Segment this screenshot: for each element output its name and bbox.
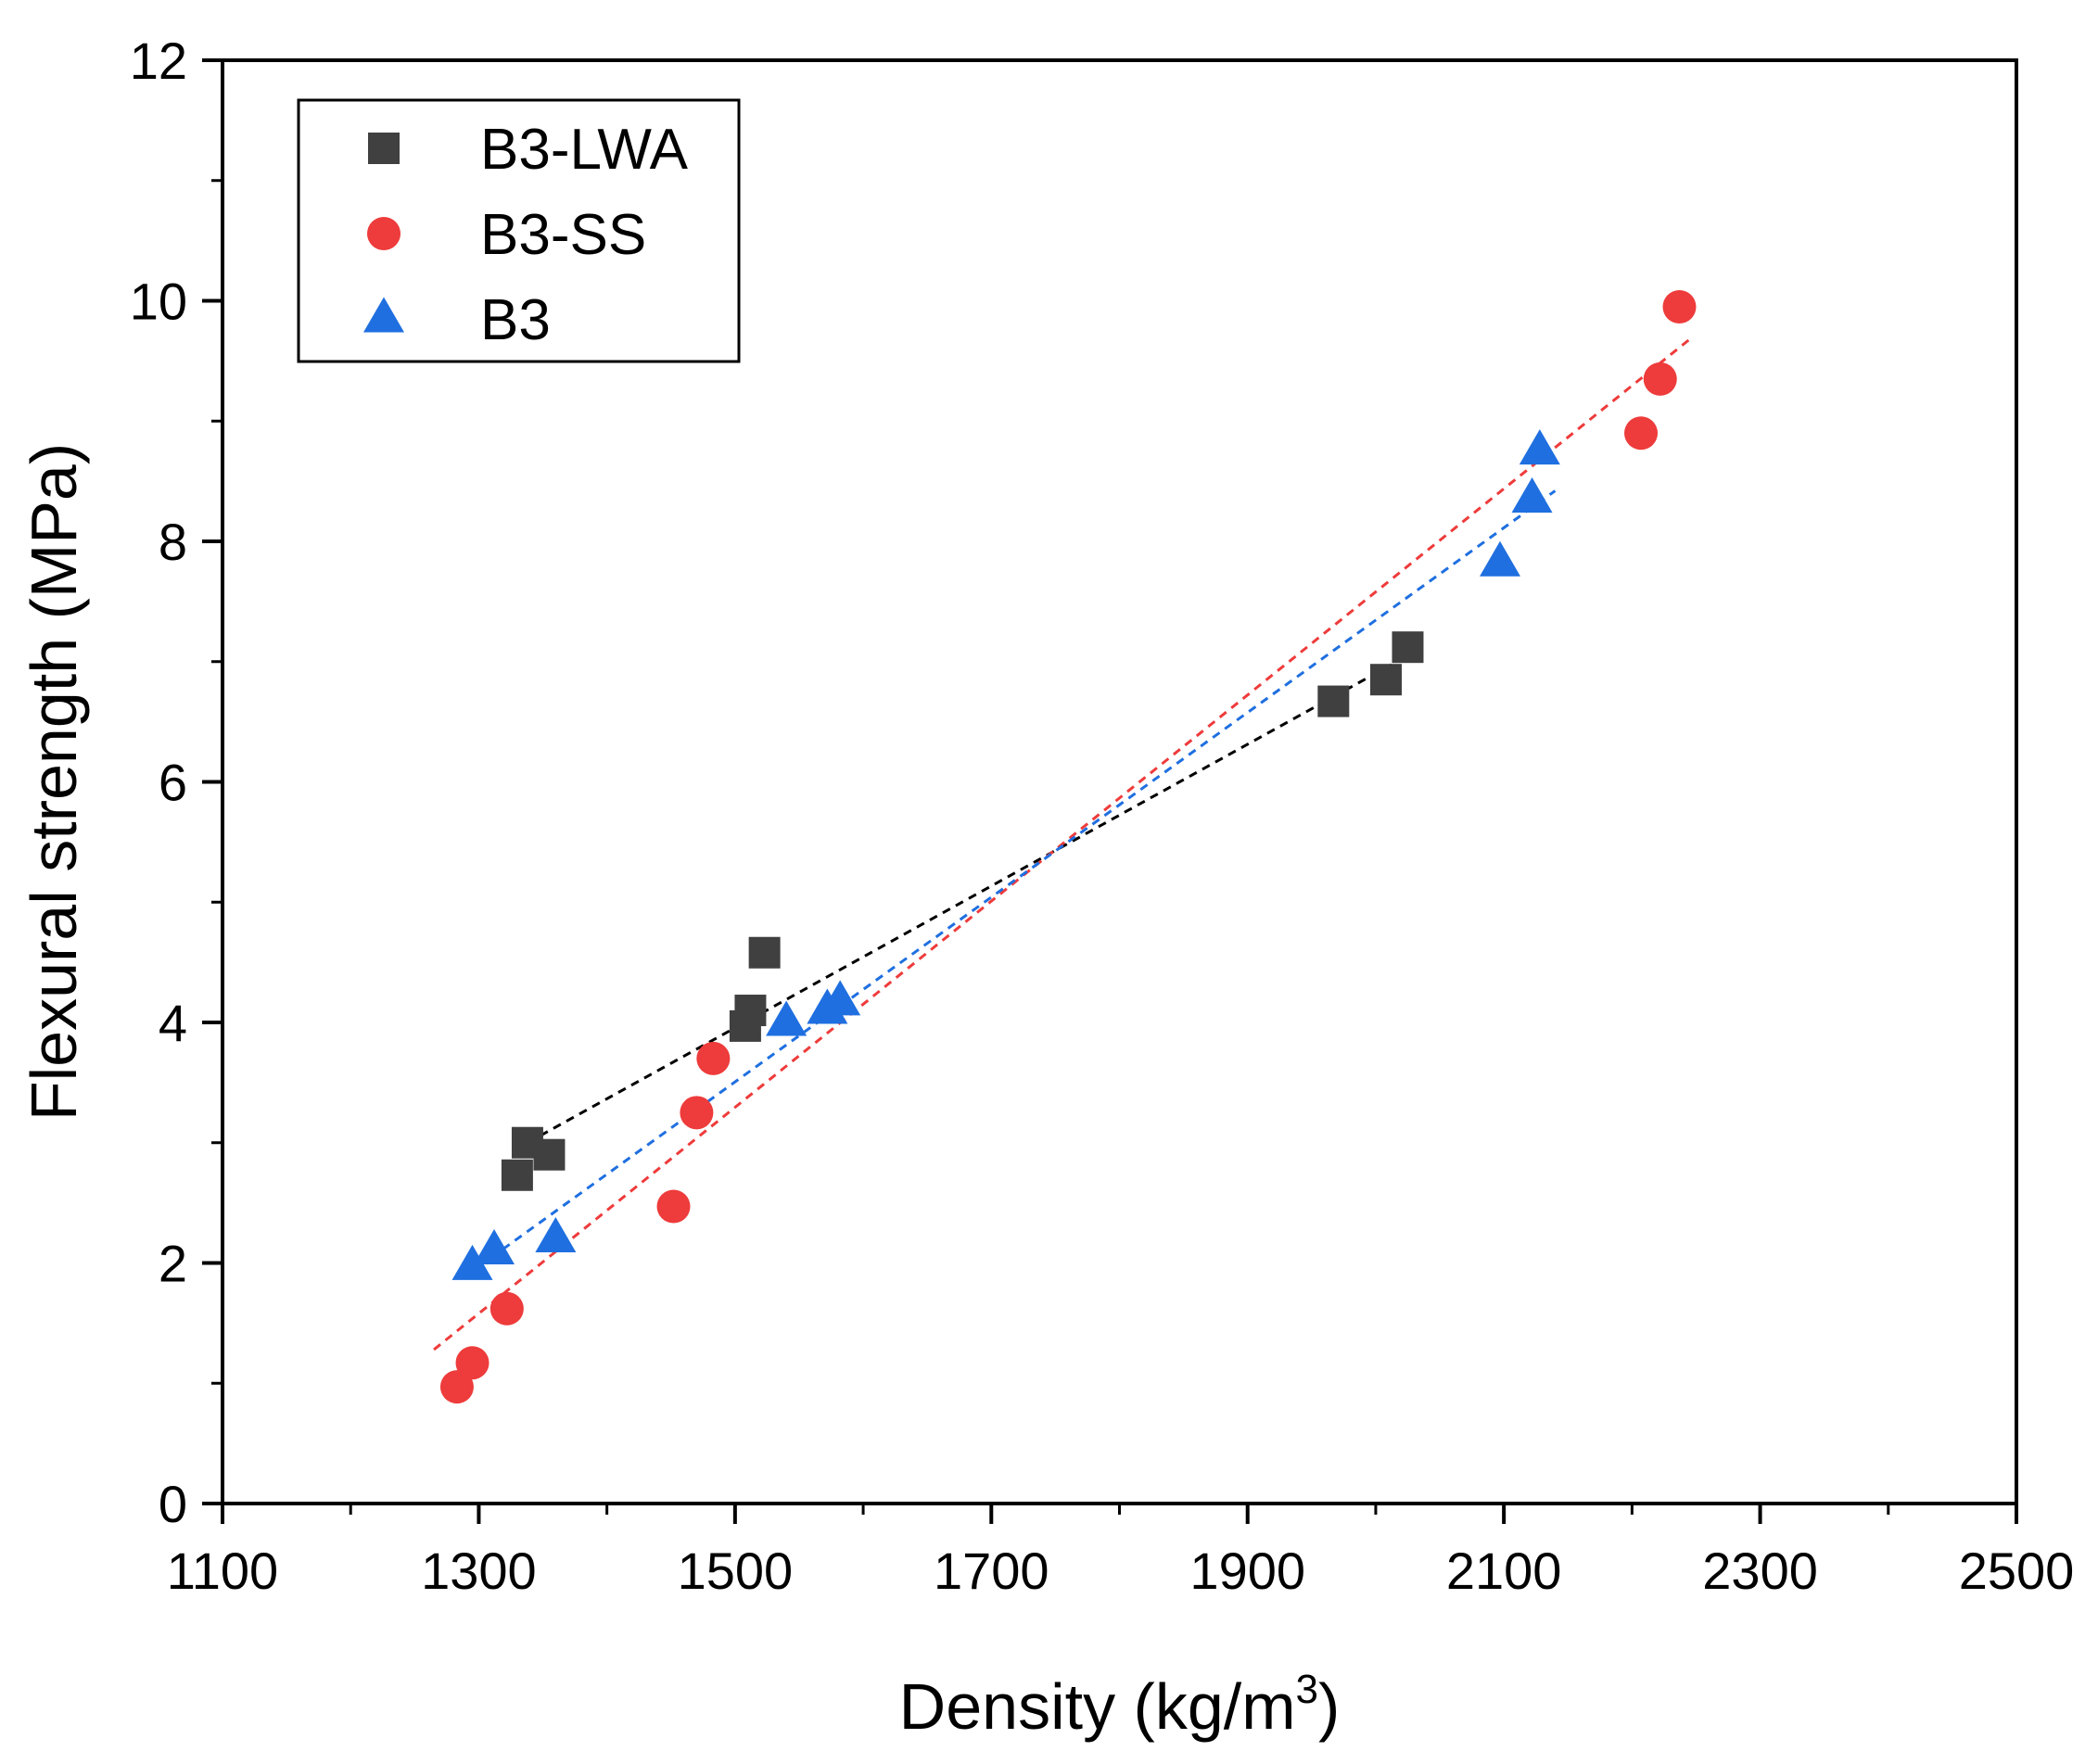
data-point-b3-lwa-0: [501, 1159, 533, 1191]
data-point-b3-8: [1519, 429, 1560, 465]
x-tick-label: 2500: [1959, 1542, 2075, 1600]
x-tick-label: 1100: [167, 1542, 278, 1600]
data-point-b3-ss-6: [1624, 416, 1659, 451]
data-point-b3-lwa-2: [533, 1138, 566, 1171]
data-markers: [439, 289, 1697, 1404]
data-point-b3-ss-4: [680, 1096, 714, 1130]
data-point-b3-ss-3: [656, 1189, 691, 1224]
legend-marker-b3: [363, 297, 404, 333]
data-point-b3-ss-5: [696, 1041, 731, 1075]
y-tick-label: 10: [130, 273, 187, 331]
trend-line-b3-lwa: [527, 654, 1409, 1145]
y-tick-label: 2: [159, 1235, 187, 1293]
data-point-b3-ss-1: [455, 1346, 490, 1380]
y-axis-title: Flexural strength (MPa): [18, 443, 90, 1121]
data-point-b3-5: [820, 980, 861, 1016]
legend-marker-b3-lwa: [368, 133, 400, 164]
data-point-b3-7: [1511, 477, 1553, 514]
x-tick-label: 1700: [934, 1542, 1049, 1600]
y-tick-label: 8: [159, 513, 187, 571]
data-point-b3-lwa-7: [1369, 664, 1402, 696]
data-point-b3-ss-8: [1662, 289, 1697, 324]
legend-label-b3-lwa: B3-LWA: [480, 118, 689, 182]
x-tick-label: 2100: [1446, 1542, 1562, 1600]
data-point-b3-ss-2: [490, 1291, 524, 1326]
x-tick-label: 1500: [678, 1542, 794, 1600]
legend-label-b3: B3: [480, 288, 551, 352]
data-point-b3-ss-0: [439, 1370, 474, 1404]
trend-lines: [433, 337, 1691, 1352]
data-point-b3-lwa-8: [1392, 631, 1424, 664]
x-axis-title: Density (kg/m3): [899, 1667, 1341, 1743]
y-tick-label: 6: [159, 754, 187, 812]
axes: 1100 1300 1500 1700 1900 2100 2300 2500 0 2 4 6 8 10 1…: [18, 32, 2074, 1743]
data-point-b3-2: [535, 1216, 577, 1252]
legend: B3-LWA B3-SS B3: [297, 98, 741, 363]
y-tick-label: 0: [159, 1475, 187, 1533]
x-tick-label: 2300: [1702, 1542, 1818, 1600]
data-point-b3-6: [1479, 540, 1520, 577]
x-tick-label: 1300: [421, 1542, 537, 1600]
data-point-b3-0: [451, 1244, 493, 1280]
data-point-b3-ss-7: [1643, 362, 1677, 396]
trend-line-b3-ss: [433, 337, 1691, 1352]
legend-marker-b3-ss: [367, 217, 401, 250]
data-point-b3-lwa-4: [734, 995, 767, 1027]
data-point-b3-lwa-6: [1317, 685, 1350, 717]
data-point-b3-3: [766, 1000, 807, 1036]
data-point-b3-1: [474, 1228, 515, 1264]
y-tick-label: 4: [159, 994, 187, 1052]
legend-label-b3-ss: B3-SS: [480, 203, 646, 267]
x-tick-label: 1900: [1189, 1542, 1305, 1600]
data-point-b3-lwa-5: [748, 936, 781, 969]
y-tick-label: 12: [130, 32, 187, 90]
trend-line-b3: [477, 489, 1557, 1268]
